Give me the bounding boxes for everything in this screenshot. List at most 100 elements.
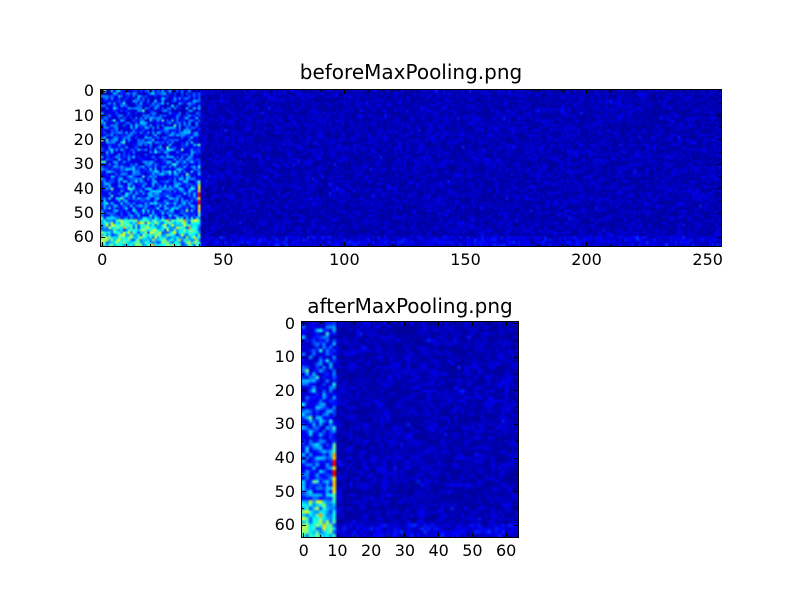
y-minor-tick: [719, 127, 721, 129]
y-tick-label: 10: [274, 347, 295, 367]
x-minor-tick: [392, 244, 394, 246]
y-minor-tick: [719, 102, 721, 104]
x-major-tick: [505, 322, 507, 326]
y-major-tick: [101, 236, 105, 238]
y-tick-label: 0: [284, 313, 295, 333]
x-minor-tick: [368, 90, 370, 92]
x-major-tick: [404, 322, 406, 326]
x-minor-tick: [368, 244, 370, 246]
y-major-tick: [302, 524, 306, 526]
x-major-tick: [222, 90, 224, 94]
y-major-tick: [302, 390, 306, 392]
x-major-tick: [343, 90, 345, 94]
x-minor-tick: [271, 90, 273, 92]
x-minor-tick: [319, 244, 321, 246]
x-minor-tick: [682, 244, 684, 246]
y-minor-tick: [101, 102, 103, 104]
y-minor-tick: [101, 200, 103, 202]
y-major-tick: [514, 423, 518, 425]
x-major-tick: [707, 90, 709, 94]
x-tick-label: 250: [692, 250, 723, 269]
x-major-tick: [101, 90, 103, 94]
x-minor-tick: [537, 90, 539, 92]
x-major-tick: [370, 533, 372, 537]
y-minor-tick: [516, 339, 518, 341]
y-major-tick: [514, 356, 518, 358]
y-minor-tick: [719, 176, 721, 178]
x-minor-tick: [658, 90, 660, 92]
x-minor-tick: [416, 90, 418, 92]
x-minor-tick: [634, 244, 636, 246]
y-major-tick: [717, 90, 721, 92]
x-minor-tick: [440, 90, 442, 92]
y-major-tick: [514, 457, 518, 459]
x-minor-tick: [561, 244, 563, 246]
x-minor-tick: [125, 244, 127, 246]
y-tick-label: 40: [73, 178, 94, 198]
x-minor-tick: [247, 90, 249, 92]
y-tick-label: 60: [274, 515, 295, 535]
y-major-tick: [101, 90, 105, 92]
x-tick-label: 0: [298, 541, 309, 560]
y-major-tick: [302, 457, 306, 459]
y-major-tick: [101, 139, 105, 141]
x-tick-label: 40: [428, 541, 449, 560]
x-major-tick: [101, 242, 103, 246]
y-major-tick: [717, 212, 721, 214]
x-major-tick: [222, 242, 224, 246]
y-major-tick: [717, 236, 721, 238]
x-major-tick: [343, 242, 345, 246]
y-minor-tick: [101, 176, 103, 178]
y-minor-tick: [101, 224, 103, 226]
x-minor-tick: [610, 90, 612, 92]
x-minor-tick: [488, 322, 490, 324]
y-minor-tick: [516, 407, 518, 409]
y-major-tick: [514, 524, 518, 526]
x-major-tick: [505, 533, 507, 537]
y-major-tick: [101, 188, 105, 190]
x-tick-label: 0: [97, 250, 108, 269]
x-minor-tick: [610, 244, 612, 246]
x-major-tick: [336, 322, 338, 326]
y-minor-tick: [101, 151, 103, 153]
x-major-tick: [370, 322, 372, 326]
x-minor-tick: [174, 244, 176, 246]
y-major-tick: [101, 163, 105, 165]
y-major-tick: [717, 188, 721, 190]
x-major-tick: [707, 242, 709, 246]
x-minor-tick: [513, 244, 515, 246]
x-major-tick: [438, 322, 440, 326]
y-tick-label: 30: [274, 414, 295, 434]
x-minor-tick: [125, 90, 127, 92]
y-major-tick: [302, 356, 306, 358]
y-major-tick: [514, 323, 518, 325]
y-tick-label: 30: [73, 154, 94, 174]
y-tick-label: 50: [73, 203, 94, 223]
plot-title-before: beforeMaxPooling.png: [299, 60, 523, 84]
x-minor-tick: [488, 535, 490, 537]
x-minor-tick: [455, 322, 457, 324]
y-tick-label: 20: [274, 380, 295, 400]
x-tick-label: 60: [496, 541, 517, 560]
x-tick-label: 30: [394, 541, 416, 560]
x-major-tick: [471, 533, 473, 537]
y-tick-label: 60: [73, 227, 94, 247]
x-minor-tick: [416, 244, 418, 246]
y-minor-tick: [302, 440, 304, 442]
x-major-tick: [404, 533, 406, 537]
x-minor-tick: [150, 90, 152, 92]
heatmap-canvas-after: [302, 322, 518, 537]
x-minor-tick: [295, 244, 297, 246]
x-minor-tick: [658, 244, 660, 246]
y-minor-tick: [302, 407, 304, 409]
y-minor-tick: [719, 224, 721, 226]
y-major-tick: [514, 390, 518, 392]
x-minor-tick: [295, 90, 297, 92]
y-minor-tick: [516, 373, 518, 375]
y-minor-tick: [302, 373, 304, 375]
y-minor-tick: [719, 200, 721, 202]
y-major-tick: [717, 163, 721, 165]
